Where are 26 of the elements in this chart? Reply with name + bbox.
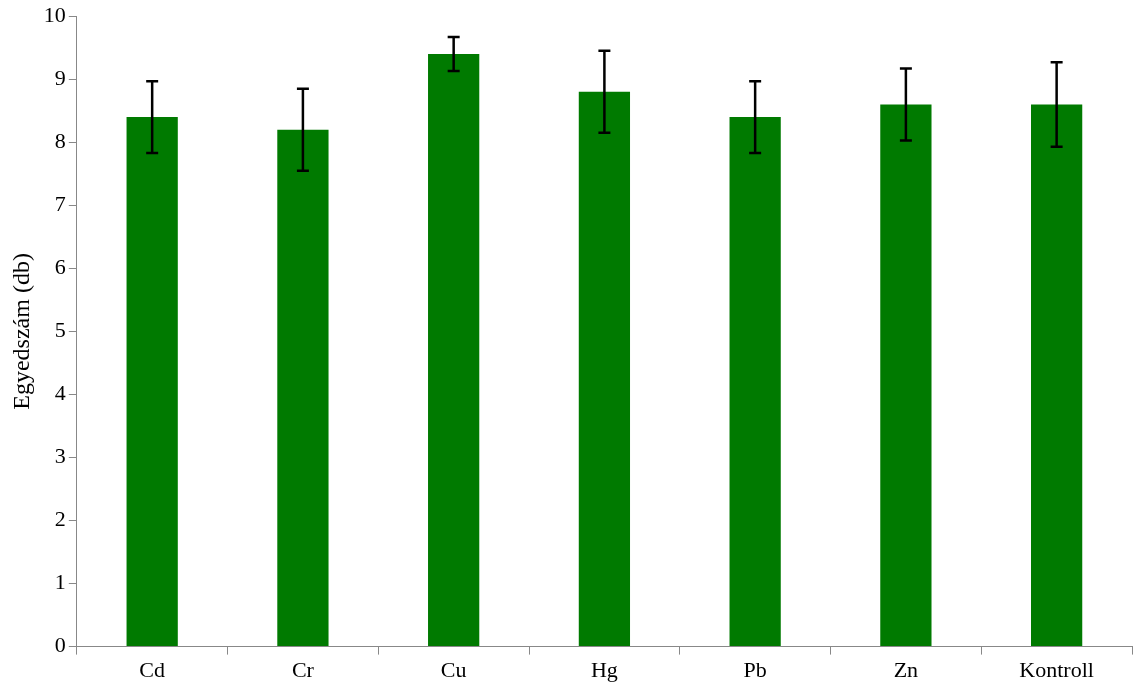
y-tick-label: 8 [54, 128, 66, 154]
y-tick-label: 4 [54, 380, 66, 406]
bar [277, 129, 329, 647]
bar [578, 91, 631, 647]
x-tick-label: Pb [743, 656, 767, 682]
y-axis-title: Egyedszám (db) [7, 253, 34, 410]
y-tick-label: 1 [54, 569, 66, 595]
bar [126, 117, 178, 647]
x-tick-label: Cu [440, 656, 467, 682]
bar [880, 104, 932, 647]
y-tick-label: 3 [54, 443, 66, 469]
bar [729, 117, 781, 647]
x-tick-label: Kontroll [1019, 656, 1094, 682]
bar [428, 54, 480, 647]
y-tick-label: 10 [43, 1, 66, 27]
x-tick-label: Cd [139, 656, 166, 682]
y-tick-label: 2 [54, 506, 66, 532]
y-tick-label: 5 [54, 317, 66, 343]
y-tick-label: 6 [54, 254, 66, 280]
bar [1031, 104, 1083, 647]
x-tick-label: Hg [590, 656, 618, 682]
x-tick-label: Cr [291, 656, 315, 682]
x-tick-label: Zn [893, 656, 919, 682]
y-tick-label: 0 [54, 632, 66, 658]
y-tick-label: 9 [54, 65, 66, 91]
y-tick-label: 7 [54, 191, 66, 217]
